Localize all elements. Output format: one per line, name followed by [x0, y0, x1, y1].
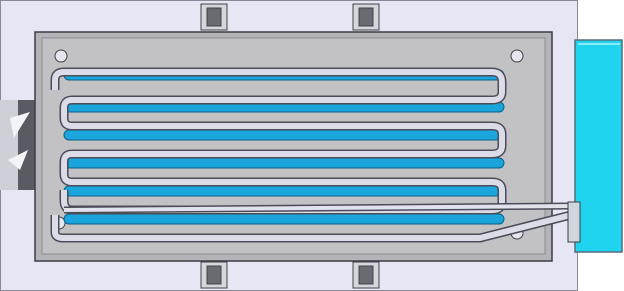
clamp-slot — [207, 8, 221, 26]
connector — [568, 202, 580, 242]
channel — [64, 186, 504, 196]
channel — [64, 158, 504, 168]
left-opening-face — [0, 100, 18, 190]
hole — [55, 50, 67, 62]
cyan-block — [575, 40, 622, 252]
page: (() => { const data = JSON.parse(documen… — [0, 0, 624, 291]
channel — [64, 214, 504, 224]
clamp-slot — [207, 266, 221, 284]
clamp-slot — [359, 8, 373, 26]
cad-view — [0, 0, 624, 291]
hole — [511, 50, 523, 62]
channel — [64, 130, 504, 140]
clamp-slot — [359, 266, 373, 284]
